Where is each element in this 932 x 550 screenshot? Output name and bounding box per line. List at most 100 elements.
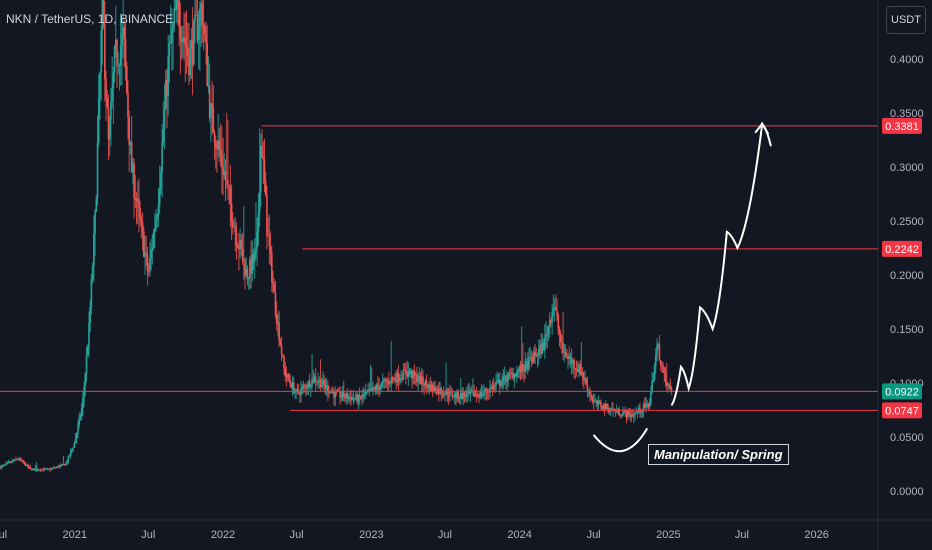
candle-body [10, 461, 12, 463]
candle-body [346, 393, 349, 399]
candle-body [244, 260, 246, 276]
candle-body [428, 384, 430, 388]
candle-body [49, 468, 51, 470]
candle-body [422, 376, 424, 384]
candle-body [409, 370, 412, 374]
candle-body [191, 39, 194, 65]
candle-body [84, 373, 87, 387]
candle-body [569, 357, 572, 359]
candle-body [553, 307, 556, 309]
y-tick-label: 0.0500 [890, 432, 924, 444]
candle-body [563, 351, 566, 353]
candle-body [431, 384, 434, 391]
current-price-badge-bg [882, 383, 922, 400]
candle-body [251, 254, 254, 274]
candle-body [94, 211, 96, 234]
candle-body [105, 78, 107, 99]
candle-body [8, 461, 11, 463]
candle-body [453, 393, 456, 397]
candle-body [340, 396, 343, 398]
candle-body [296, 389, 299, 391]
candle-body [43, 468, 45, 471]
candle-body [158, 189, 161, 205]
candle-body [113, 46, 116, 73]
candle-body [486, 391, 489, 393]
candle-body [417, 380, 419, 383]
candle-body [469, 390, 472, 394]
candle-body [539, 344, 541, 350]
candle-body [80, 408, 83, 416]
candle-body [218, 140, 221, 150]
currency-unit-button[interactable]: USDT [886, 6, 926, 34]
candle-body [123, 27, 126, 40]
y-tick-label: 0.3500 [890, 108, 924, 120]
candle-body [91, 266, 94, 279]
candle-body [407, 371, 410, 377]
candle-body [358, 395, 361, 398]
candle-body [119, 45, 122, 66]
candle-body [55, 467, 57, 469]
candle-body [591, 397, 594, 402]
candle-body [162, 129, 165, 143]
candle-body [529, 357, 532, 359]
candle-body [150, 250, 152, 259]
candle-body [247, 277, 250, 280]
candle-body [152, 232, 155, 248]
x-tick-label: Jul [735, 529, 749, 541]
candle-body [271, 252, 273, 282]
candle-body [550, 320, 552, 323]
candle-body [30, 468, 33, 471]
candle-body [356, 394, 358, 403]
candle-body [274, 292, 277, 315]
candle-body [400, 378, 402, 380]
manipulation-spring-annotation: Manipulation/ Spring [648, 444, 789, 465]
candle-body [102, 0, 105, 25]
candle-body [659, 360, 662, 366]
candle-body [357, 395, 360, 403]
chart-title: NKN / TetherUS, 1D, BINANCE [6, 12, 174, 26]
x-tick-label: Jul [290, 529, 304, 541]
candle-body [517, 370, 519, 372]
candle-body [28, 467, 31, 469]
candle-body [395, 380, 397, 383]
candle-body [316, 381, 318, 383]
candle-body [202, 24, 205, 28]
candle-body [206, 43, 209, 86]
candle-body [50, 468, 52, 470]
candle-body [474, 394, 477, 397]
candle-body [386, 380, 389, 382]
y-tick-label: 0.2000 [890, 270, 924, 282]
candle-body [89, 306, 91, 323]
candle-body [193, 21, 195, 65]
price-badge-0.2242: 0.2242 [885, 244, 919, 256]
candle-body [507, 373, 510, 381]
y-tick-label: 0.1500 [890, 324, 924, 336]
candle-body [570, 357, 573, 364]
candle-body [195, 14, 198, 16]
x-tick-label: Jul [141, 529, 155, 541]
candle-body [473, 390, 475, 397]
candle-body [319, 379, 322, 388]
candle-body [583, 376, 585, 381]
candle-body [289, 379, 291, 384]
candle-body [580, 372, 583, 375]
candle-body [609, 408, 612, 411]
candle-body [106, 98, 109, 107]
candle-body [572, 359, 574, 364]
candle-body [516, 371, 518, 377]
candle-body [174, 8, 177, 10]
candle-body [619, 414, 622, 416]
candle-body [518, 366, 521, 371]
candle-body [216, 147, 218, 149]
candle-body [280, 344, 283, 355]
candle-body [534, 351, 536, 356]
candle-body [565, 356, 568, 359]
candle-body [97, 97, 100, 144]
candle-body [167, 55, 170, 96]
candle-body [212, 106, 215, 133]
candle-body [466, 393, 468, 398]
candle-body [369, 388, 372, 391]
price-badges: 0.3381 0.2242 0.0747 0.0922 [882, 117, 922, 419]
candle-body [478, 395, 480, 398]
